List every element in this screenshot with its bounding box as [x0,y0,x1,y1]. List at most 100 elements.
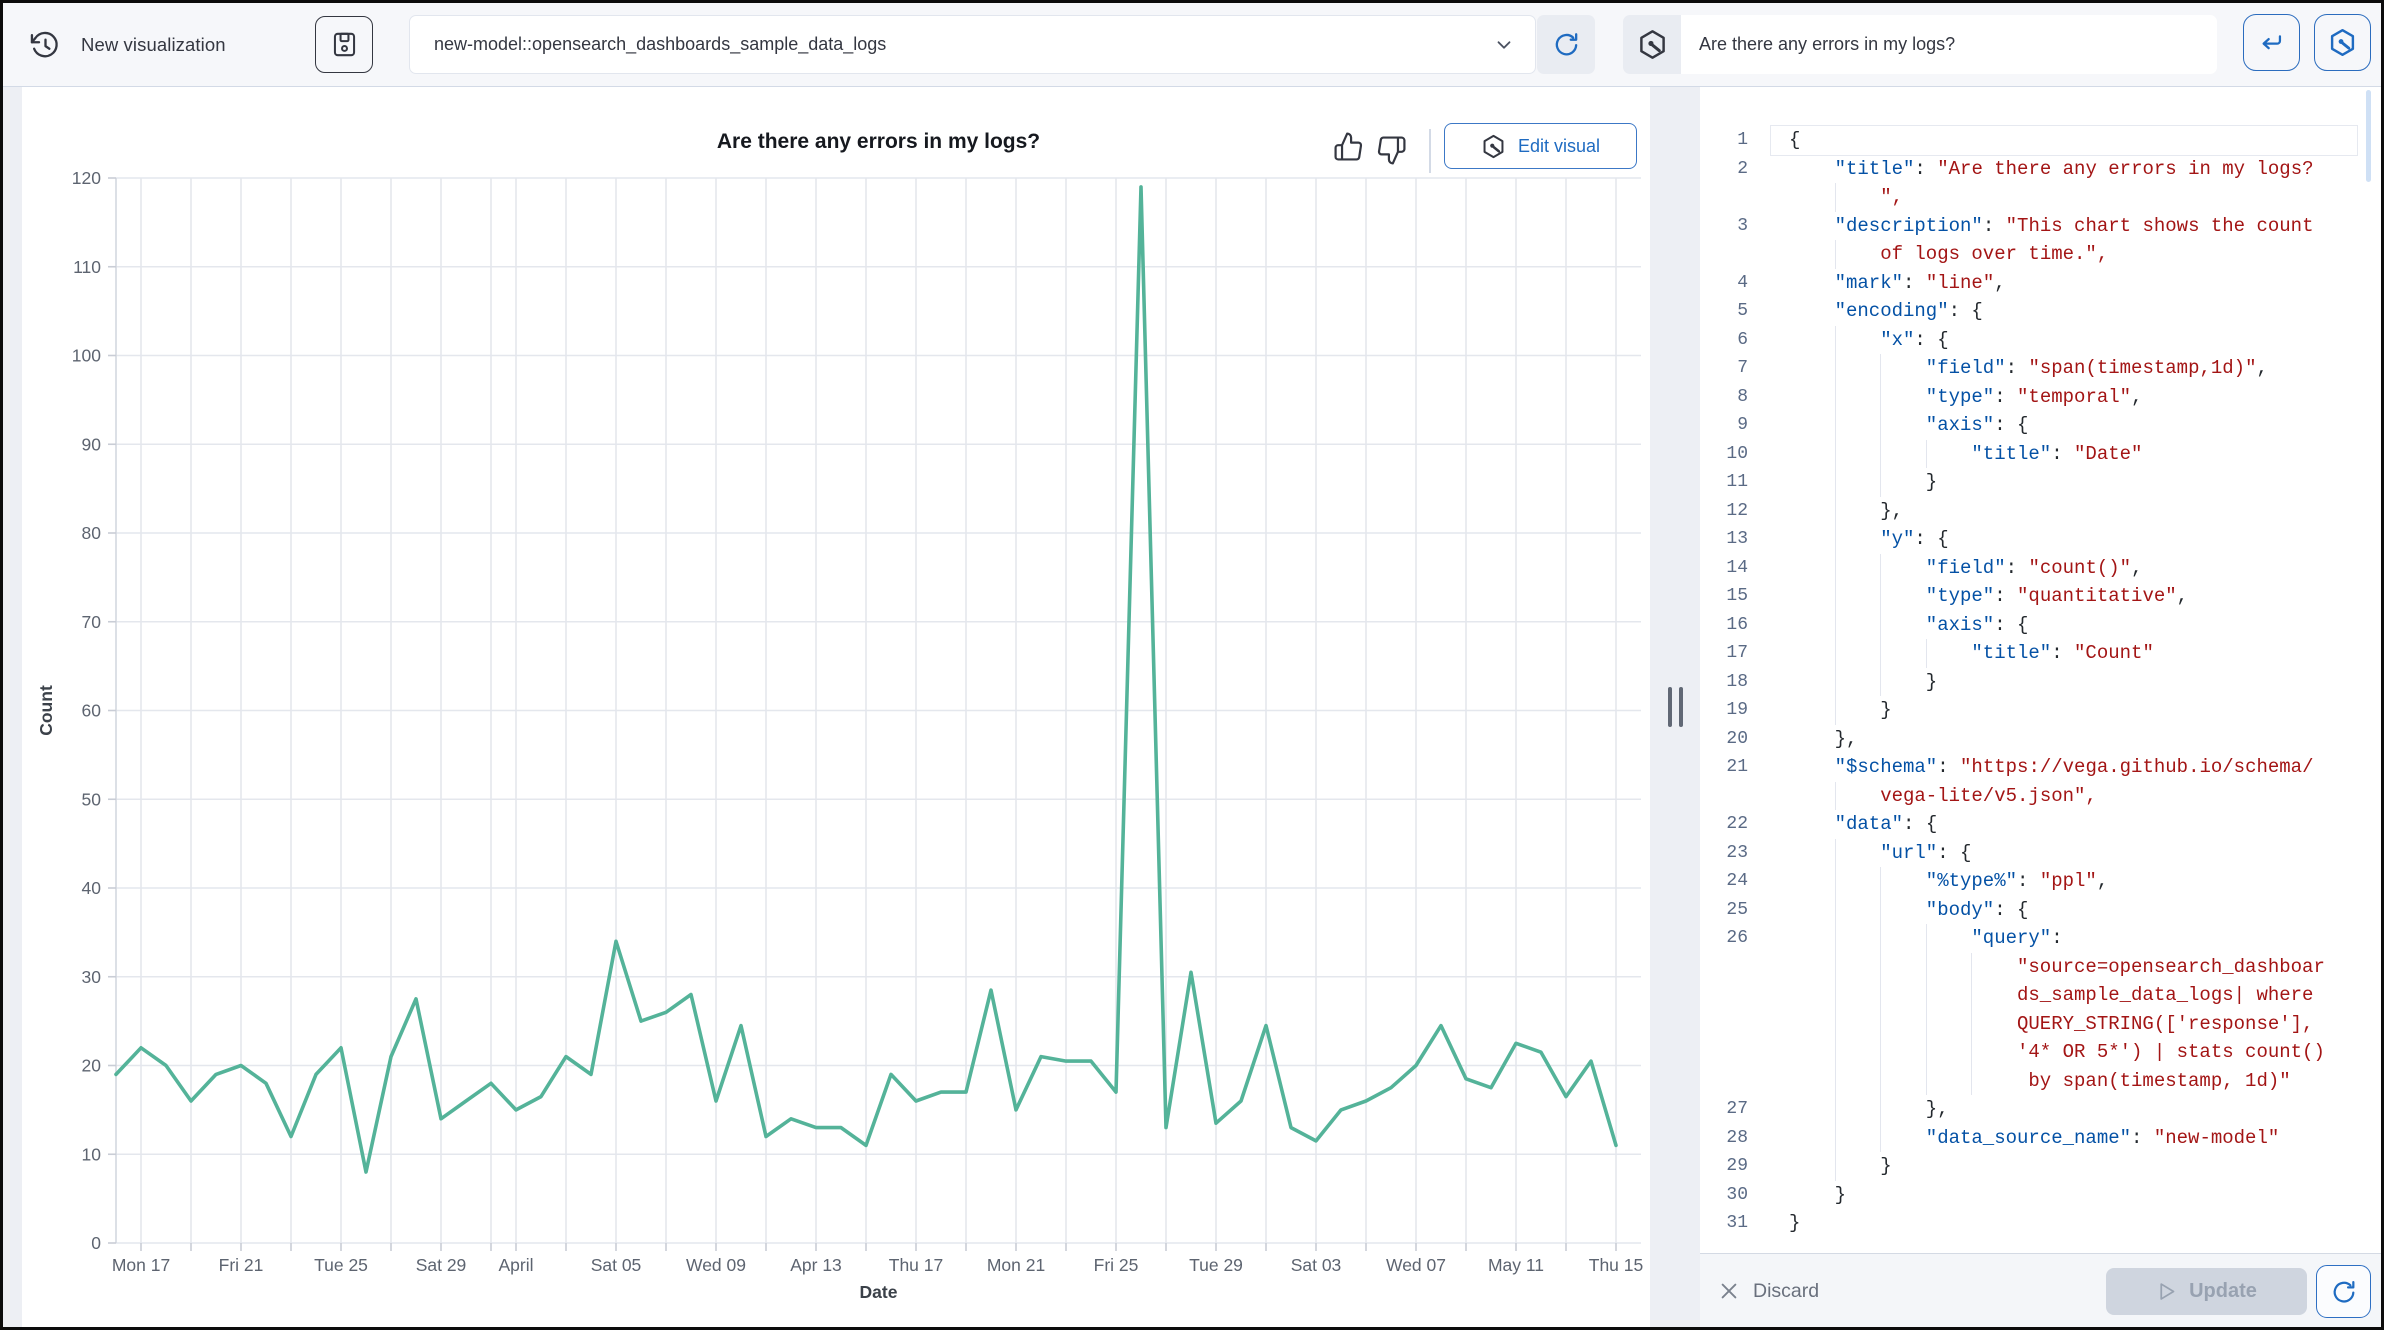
code-line[interactable]: 12}, [1700,496,2366,525]
code-line[interactable]: 13 "y": { [1700,525,2366,554]
chevron-down-icon [1497,40,1511,49]
y-tick-label: 60 [82,701,102,721]
play-icon [2160,1283,2175,1300]
indent-guide [1834,468,1836,497]
code-line[interactable]: 19} [1700,696,2366,725]
code-line[interactable]: 24 "%type%": "ppl", [1700,867,2366,896]
code-line[interactable]: 17 "title": "Count" [1700,639,2366,668]
indent-guide [1834,610,1836,639]
code-text: "title": "Count" [1971,642,2154,664]
code-line[interactable]: vega-lite/v5.json", [1700,781,2366,810]
discard-button[interactable]: Discard [1708,1254,1829,1328]
code-line[interactable]: 14 "field": "count()", [1700,553,2366,582]
code-line[interactable]: by span(timestamp, 1d)" [1700,1066,2366,1095]
code-line[interactable]: ds_sample_data_logs| where [1700,981,2366,1010]
panel-resizer[interactable] [1650,87,1700,1327]
y-tick-label: 80 [82,523,102,543]
code-line[interactable]: 30} [1700,1181,2366,1210]
code-line[interactable]: 27}, [1700,1095,2366,1124]
code-line[interactable]: 2 "title": "Are there any errors in my lo… [1700,155,2366,184]
code-line[interactable]: 26 "query": [1700,924,2366,953]
editor-scrollbar[interactable] [2366,90,2371,182]
code-text: } [1834,1183,1846,1206]
line-number: 4 [1737,272,1748,293]
code-line[interactable]: 1{ [1700,125,2366,155]
x-tick-label: Wed 09 [686,1255,746,1275]
chart-panel [22,87,1650,1327]
code-line[interactable]: 23 "url": { [1700,838,2366,867]
indent-guide [1880,553,1882,582]
line-number: 6 [1737,329,1748,350]
code-text: }, [1925,1098,1949,1120]
thumbs-down-button[interactable] [1376,135,1407,169]
indent-guide [1834,924,1836,953]
x-tick-label: Wed 07 [1386,1255,1446,1275]
line-number: 30 [1726,1184,1748,1205]
submit-question-button[interactable] [2243,14,2300,71]
preview-refresh-button[interactable] [2316,1265,2371,1318]
assistant-button[interactable] [2314,14,2371,71]
code-line[interactable]: 9 "axis": { [1700,411,2366,440]
code-line[interactable]: of logs over time.", [1700,240,2366,269]
y-tick-label: 10 [82,1144,102,1164]
code-line[interactable]: "source=opensearch_dashboar [1700,952,2366,981]
line-number: 24 [1726,871,1748,891]
return-arrow-icon [2262,35,2282,50]
code-line[interactable]: QUERY_STRING(['response'], [1700,1009,2366,1038]
indent-guide [1834,411,1836,440]
indent-guide [1971,952,1973,981]
question-input[interactable] [1681,15,2217,74]
y-tick-label: 50 [82,789,102,809]
x-tick-label: Tue 29 [1189,1255,1243,1275]
code-line[interactable]: 18} [1700,667,2366,696]
line-number: 17 [1726,643,1748,663]
indent-guide [1880,382,1882,411]
assistant-logo-icon [1623,15,1681,74]
x-axis-title: Date [860,1282,898,1302]
line-number: 5 [1737,301,1748,321]
code-text: "query": [1971,927,2063,949]
code-text: "data_source_name": "new-model" [1925,1126,2280,1149]
code-line[interactable]: 21 "$schema": "https://vega.github.io/sch… [1700,753,2366,782]
code-line[interactable]: '4* OR 5*') | stats count() [1700,1038,2366,1067]
refresh-icon [1555,33,1577,56]
dataset-selector[interactable]: new-model::opensearch_dashboards_sample_… [409,15,1536,74]
indent-guide [1834,582,1836,611]
save-button[interactable] [315,16,373,73]
code-line[interactable]: 29} [1700,1152,2366,1181]
indent-guide [1880,1066,1882,1095]
code-text: "axis": { [1925,613,2029,636]
indent-guide [1834,354,1836,383]
code-line[interactable]: 25 "body": { [1700,895,2366,924]
code-editor[interactable]: 1{2 "title": "Are there any errors in my … [1700,125,2366,1246]
code-line[interactable]: ", [1700,183,2366,212]
code-line[interactable]: 20}, [1700,725,2366,754]
code-line[interactable]: 31} [1700,1209,2366,1238]
x-tick-label: Sat 03 [1291,1255,1342,1275]
code-line[interactable]: 8 "type": "temporal", [1700,382,2366,411]
code-line[interactable]: 11} [1700,468,2366,497]
update-button[interactable]: Update [2106,1268,2307,1315]
code-line[interactable]: 28 "data_source_name": "new-model" [1700,1123,2366,1152]
code-line[interactable]: 22 "data": { [1700,810,2366,839]
code-line[interactable]: 15 "type": "quantitative", [1700,582,2366,611]
indent-guide [1834,1123,1836,1152]
code-line[interactable]: 5 "encoding": { [1700,297,2366,326]
code-line[interactable]: 6 "x": { [1700,325,2366,354]
code-text: "mark": "line", [1834,271,2006,294]
thumbs-up-button[interactable] [1333,131,1364,165]
code-text: "type": "temporal", [1925,385,2143,408]
page-title: New visualization [81,34,226,55]
indent-guide [1880,582,1882,611]
history-button[interactable] [25,27,65,63]
code-line[interactable]: 7 "field": "span(timestamp,1d)", [1700,354,2366,383]
indent-guide [1834,867,1836,896]
edit-visual-button[interactable]: Edit visual [1444,123,1637,169]
code-line[interactable]: 4 "mark": "line", [1700,269,2366,298]
code-line[interactable]: 10 "title": "Date" [1700,439,2366,468]
line-number: 22 [1726,814,1748,834]
code-line[interactable]: 16 "axis": { [1700,610,2366,639]
code-text: "$schema": "https://vega.github.io/schem… [1834,756,2314,778]
code-line[interactable]: 3 "description": "This chart shows the co… [1700,212,2366,241]
run-query-refresh-button[interactable] [1537,15,1595,74]
